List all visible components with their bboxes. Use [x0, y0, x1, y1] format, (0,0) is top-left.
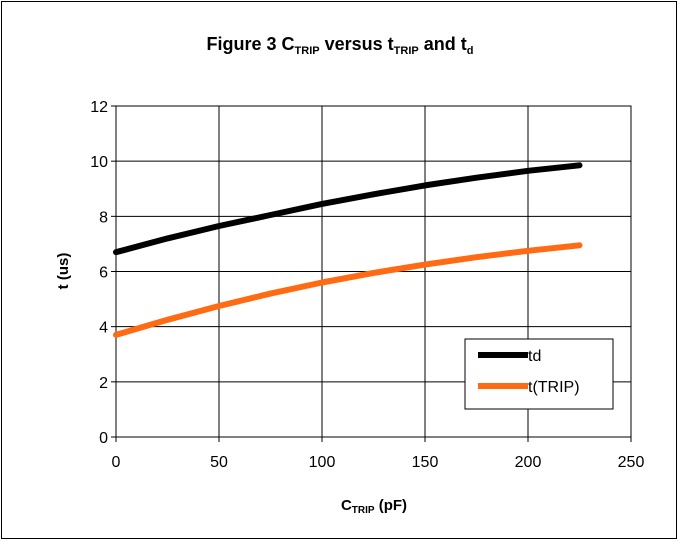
y-tick-label: 2	[99, 375, 108, 392]
y-tick-label: 0	[99, 430, 108, 447]
chart-title: Figure 3 CTRIP versus tTRIP and td	[207, 34, 474, 57]
series-layer	[113, 162, 583, 338]
x-tick-label: 200	[515, 454, 542, 471]
legend-label-td: td	[528, 348, 541, 365]
y-tick-label: 4	[99, 320, 108, 337]
legend-box	[464, 338, 614, 410]
x-tick-label: 100	[309, 454, 336, 471]
x-tick-label: 250	[618, 454, 645, 471]
series-line-t-trip	[113, 242, 583, 338]
legend-label-t-trip: t(TRIP)	[528, 379, 580, 396]
x-axis-ticks: 0 50 100 150 200 250	[112, 437, 645, 471]
x-tick-label: 150	[412, 454, 439, 471]
y-axis-ticks: 0 2 4 6 8 10 12	[90, 99, 116, 447]
x-tick-label: 0	[112, 454, 121, 471]
y-tick-label: 6	[99, 265, 108, 282]
y-axis-label: t (us)	[55, 253, 72, 290]
y-tick-label: 10	[90, 154, 108, 171]
series-line-td	[113, 162, 583, 256]
x-tick-label: 50	[210, 454, 228, 471]
y-tick-label: 12	[90, 99, 108, 116]
x-axis-label: CTRIP (pF)	[341, 497, 407, 516]
legend: td t(TRIP)	[464, 338, 614, 410]
y-tick-label: 8	[99, 209, 108, 226]
